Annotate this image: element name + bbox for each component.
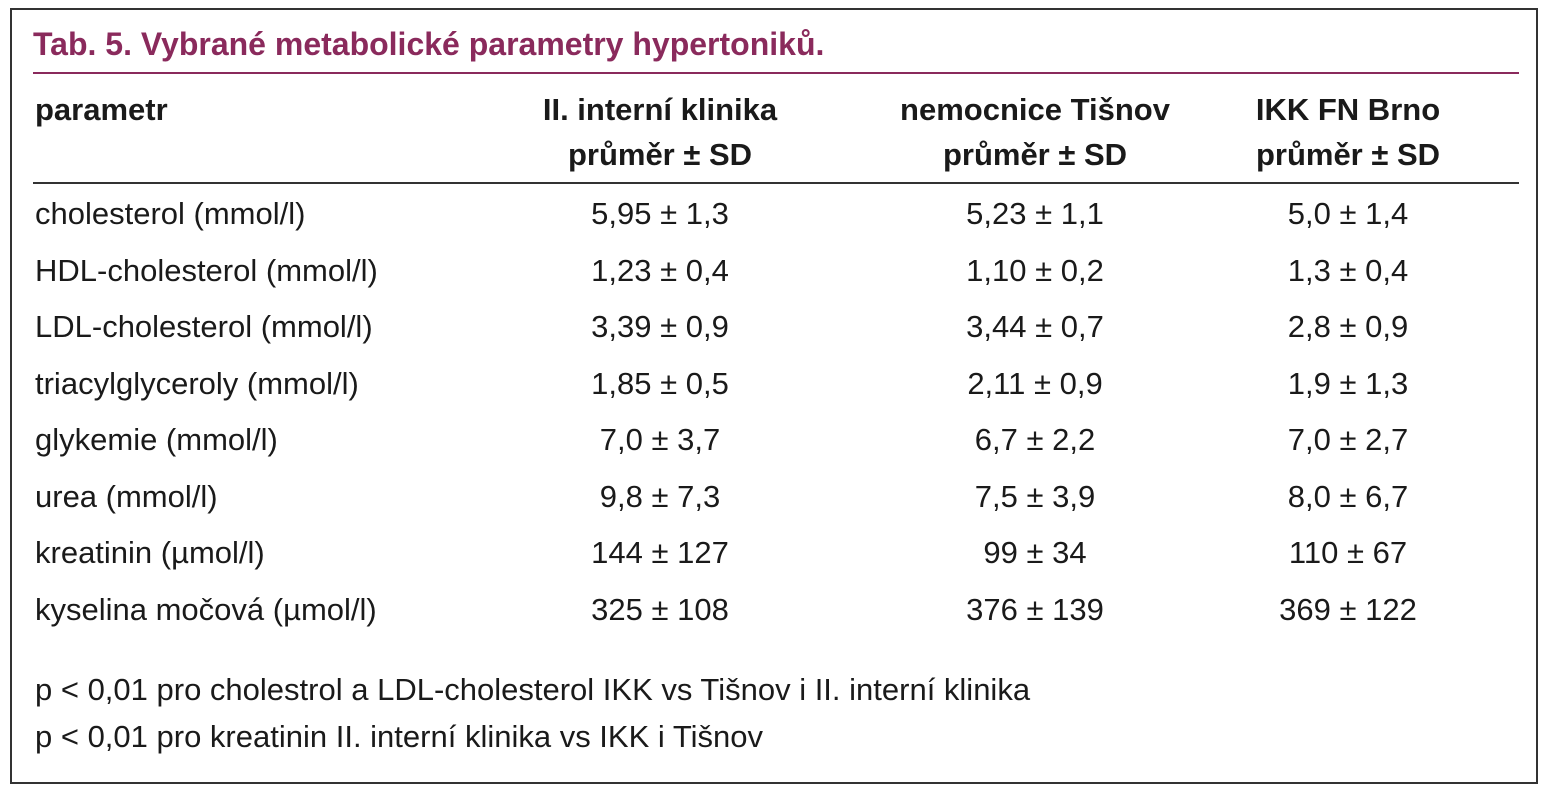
row-label: triacylglyceroly (mmol/l) <box>35 365 359 401</box>
footnote: p < 0,01 pro cholestrol a LDL-cholestero… <box>35 672 1031 707</box>
row-label: HDL-cholesterol (mmol/l) <box>35 252 378 288</box>
header-cell: průměr ± SD <box>567 137 753 172</box>
value-cell: 7,5 ± 3,9 <box>974 478 1096 514</box>
value-cell: 99 ± 34 <box>983 535 1087 570</box>
row-label: kreatinin (µmol/l) <box>35 535 265 570</box>
value-cell: 1,85 ± 0,5 <box>591 365 729 401</box>
value-cell: 1,9 ± 1,3 <box>1287 365 1409 401</box>
header-cell: nemocnice Tišnov <box>900 92 1170 127</box>
value-cell: 1,23 ± 0,4 <box>591 252 729 288</box>
title-rule <box>33 72 1519 74</box>
header-cell: II. interní klinika <box>542 92 778 127</box>
value-cell: 6,7 ± 2,2 <box>974 422 1096 457</box>
row-label: glykemie (mmol/l) <box>35 422 278 457</box>
value-cell: 144 ± 127 <box>591 535 729 570</box>
row-label: kyselina močová (µmol/l) <box>35 591 377 627</box>
value-cell: 8,0 ± 6,7 <box>1287 478 1409 514</box>
value-cell: 376 ± 139 <box>966 591 1104 627</box>
row-label: cholesterol (mmol/l) <box>35 196 306 231</box>
value-cell: 110 ± 67 <box>1288 535 1408 570</box>
row-label: urea (mmol/l) <box>35 478 218 514</box>
header-cell: parametr <box>35 92 168 127</box>
header-rule <box>33 182 1519 184</box>
value-cell: 369 ± 122 <box>1279 591 1417 627</box>
value-cell: 5,0 ± 1,4 <box>1287 196 1409 231</box>
header-cell: průměr ± SD <box>942 137 1128 172</box>
header-cell: průměr ± SD <box>1255 137 1441 172</box>
value-cell: 5,23 ± 1,1 <box>966 196 1104 231</box>
value-cell: 1,3 ± 0,4 <box>1287 252 1409 288</box>
value-cell: 325 ± 108 <box>591 591 729 627</box>
row-label: LDL-cholesterol (mmol/l) <box>35 309 373 344</box>
table-title: Tab. 5. Vybrané metabolické parametry hy… <box>33 26 825 62</box>
table-frame <box>10 8 1538 784</box>
value-cell: 2,11 ± 0,9 <box>967 365 1103 401</box>
value-cell: 5,95 ± 1,3 <box>591 196 729 231</box>
value-cell: 9,8 ± 7,3 <box>599 478 721 514</box>
value-cell: 7,0 ± 3,7 <box>599 422 721 457</box>
header-cell: IKK FN Brno <box>1255 92 1441 127</box>
footnote: p < 0,01 pro kreatinin II. interní klini… <box>35 719 763 754</box>
value-cell: 1,10 ± 0,2 <box>966 252 1104 288</box>
value-cell: 2,8 ± 0,9 <box>1287 309 1409 344</box>
value-cell: 7,0 ± 2,7 <box>1287 422 1409 457</box>
value-cell: 3,39 ± 0,9 <box>591 309 729 344</box>
value-cell: 3,44 ± 0,7 <box>966 309 1104 344</box>
